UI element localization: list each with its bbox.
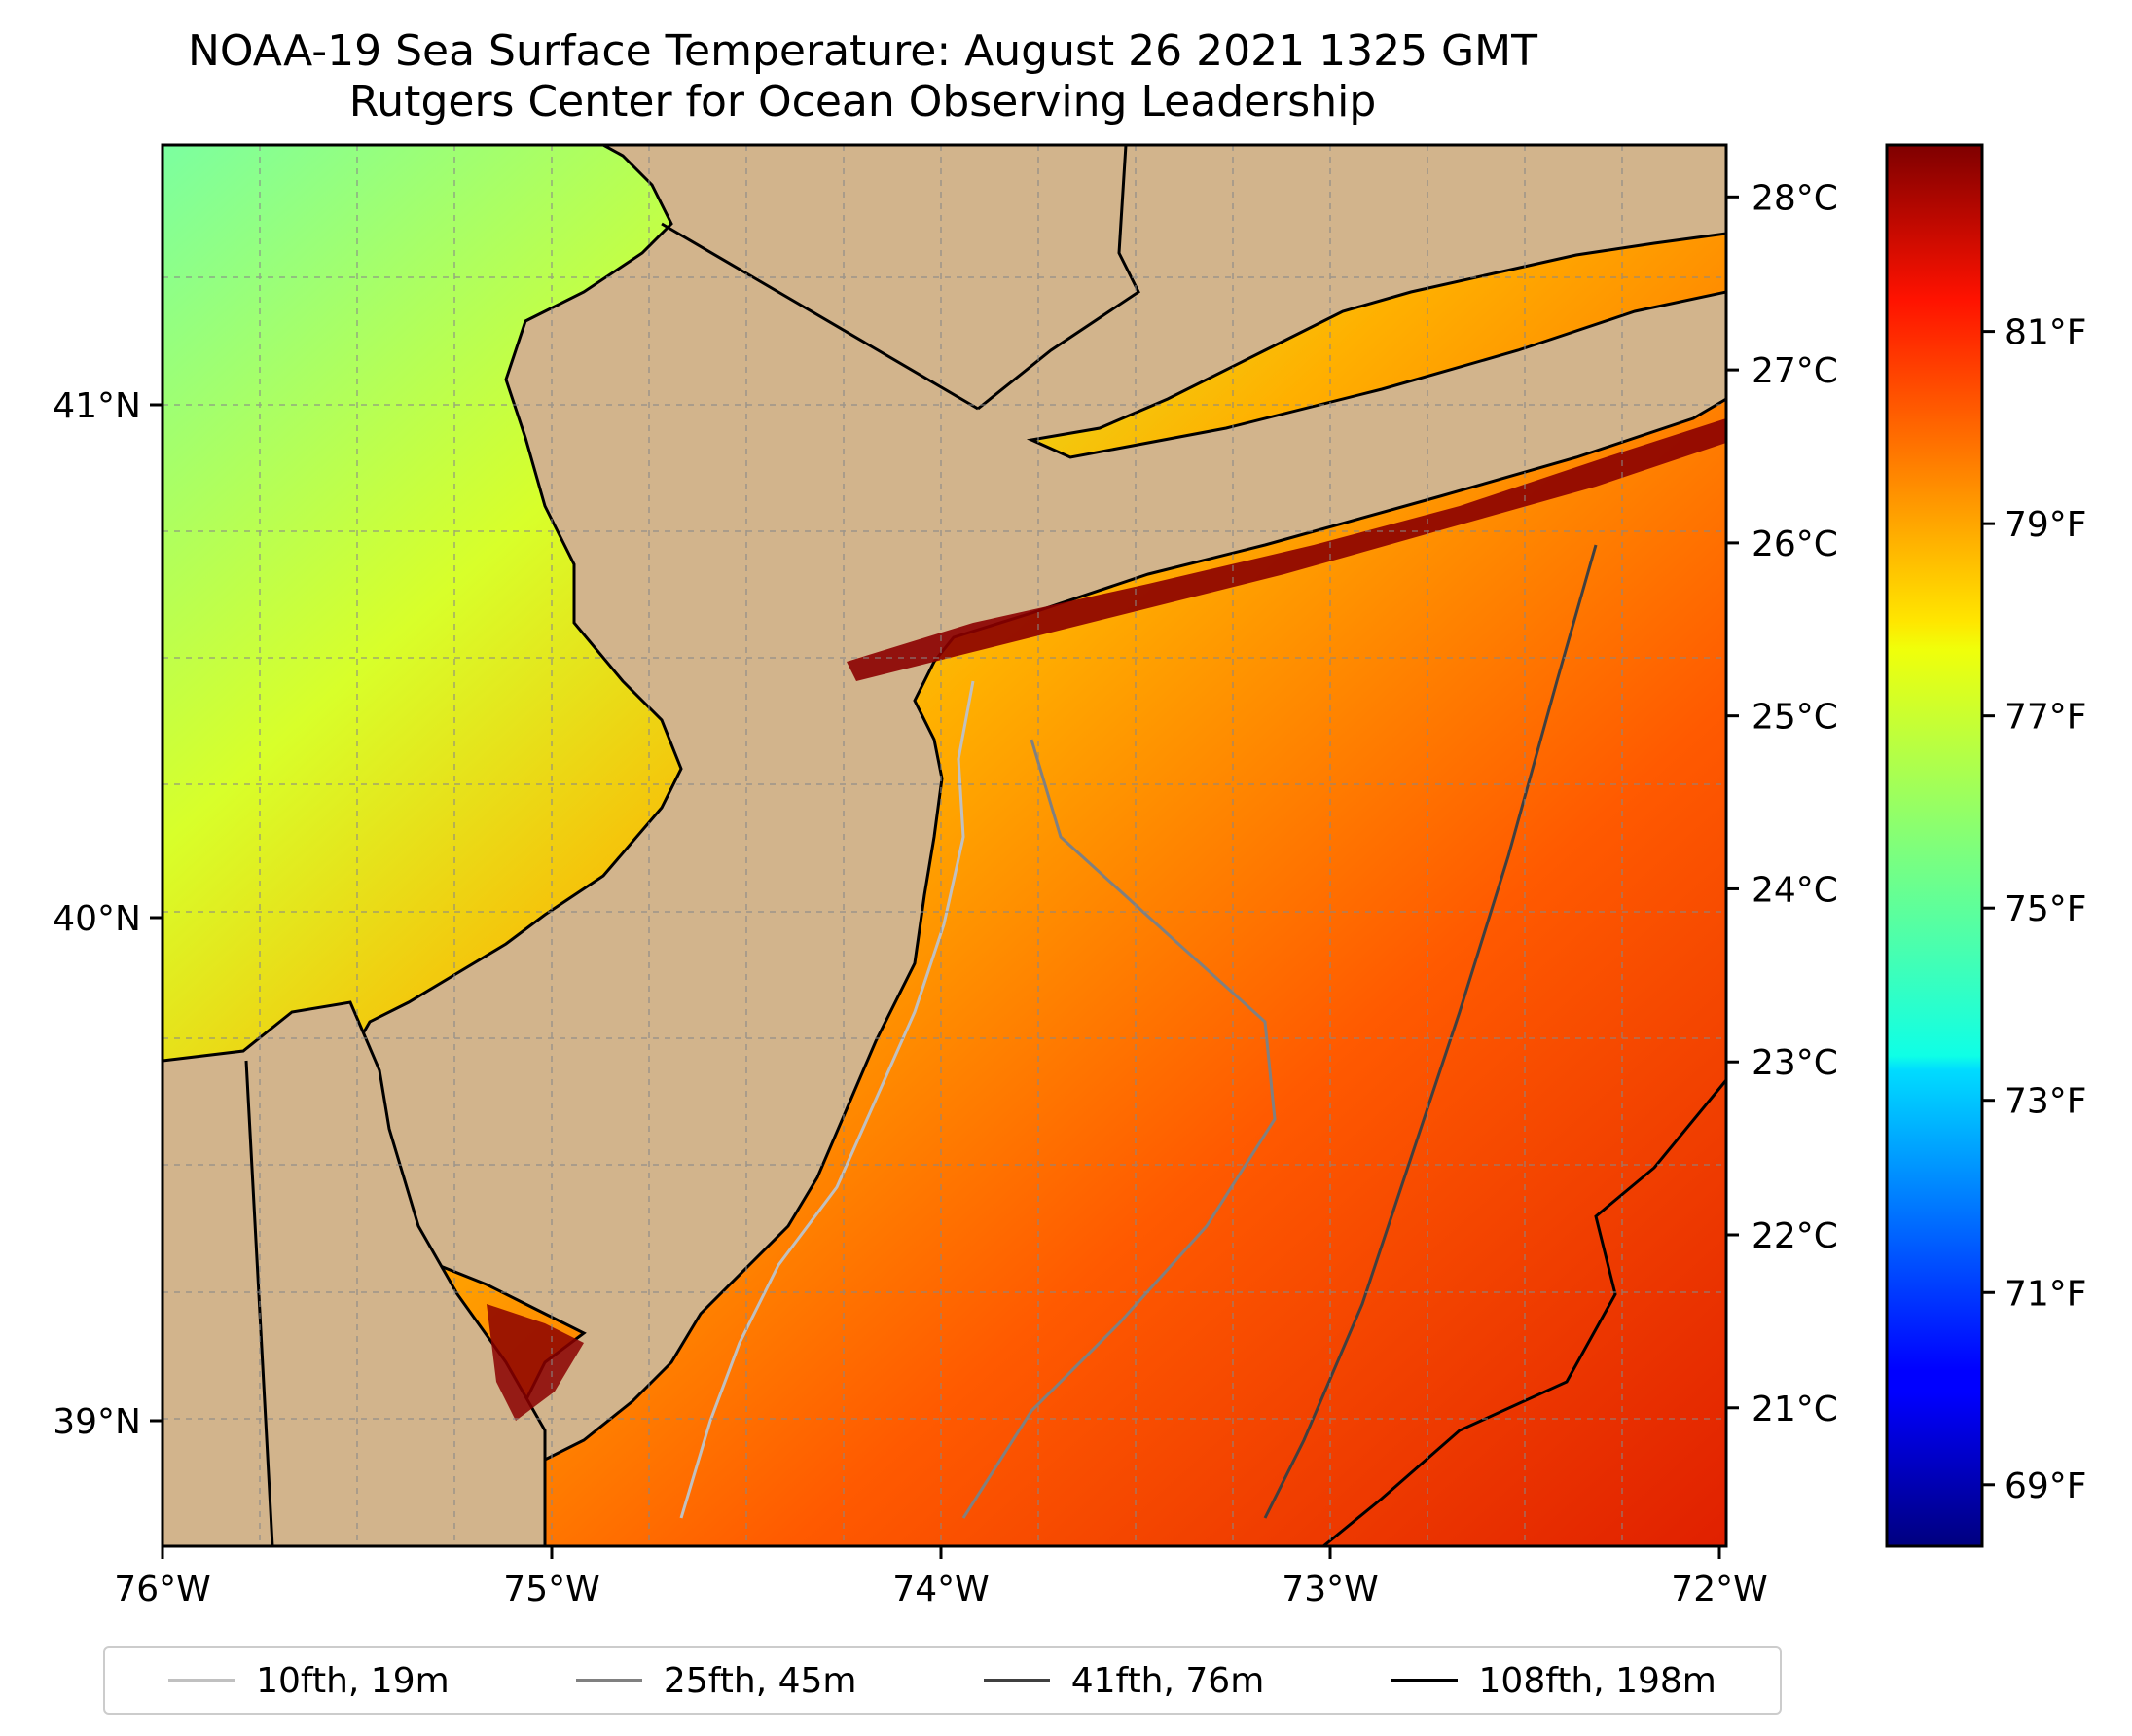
- celsius-tick-label: 27°C: [1752, 351, 1838, 391]
- fahrenheit-tick-label: 81°F: [2005, 313, 2087, 353]
- contour-108fth: [1322, 1079, 1726, 1546]
- gridlines: [163, 145, 1726, 1546]
- legend-item: 108fth, 198m: [1391, 1661, 1716, 1701]
- lon-ticks: [161, 1546, 1721, 1559]
- legend-swatch: [168, 1679, 235, 1682]
- lat-tick-label: 41°N: [53, 386, 141, 426]
- fahrenheit-tick-label: 71°F: [2005, 1274, 2087, 1314]
- lon-tick-label: 73°W: [1282, 1570, 1378, 1609]
- legend-item: 25fth, 45m: [575, 1660, 857, 1701]
- lat-ticks: [150, 403, 163, 1423]
- fahrenheit-tick-label: 79°F: [2005, 505, 2087, 545]
- legend-label: 10fth, 19m: [256, 1660, 450, 1701]
- celsius-tick-label: 28°C: [1752, 178, 1838, 218]
- lon-tick-label: 75°W: [503, 1570, 599, 1609]
- celsius-tick-label: 21°C: [1752, 1390, 1838, 1429]
- legend-label: 25fth, 45m: [663, 1660, 857, 1701]
- fahrenheit-tick-label: 73°F: [2005, 1082, 2087, 1122]
- fahrenheit-tick-label: 77°F: [2005, 698, 2087, 738]
- lat-tick-label: 40°N: [53, 899, 141, 939]
- title-line-2: Rutgers Center for Ocean Observing Leade…: [348, 77, 1377, 127]
- fahrenheit-tick-label: 75°F: [2005, 889, 2087, 929]
- contour-legend: 10fth, 19m 25fth, 45m 41fth, 76m 108fth,…: [103, 1646, 1782, 1715]
- legend-label: 41fth, 76m: [1070, 1660, 1265, 1701]
- celsius-tick-label: 26°C: [1752, 524, 1838, 564]
- colorbar: [1885, 143, 1984, 1548]
- title-line-1: NOAA-19 Sea Surface Temperature: August …: [188, 26, 1537, 76]
- celsius-tick-label: 25°C: [1752, 698, 1838, 738]
- legend-swatch: [575, 1679, 642, 1682]
- celsius-tick-label: 22°C: [1752, 1216, 1838, 1256]
- legend-label: 108fth, 198m: [1478, 1660, 1716, 1701]
- delmarva-land: [163, 1000, 547, 1546]
- legend-swatch: [1391, 1679, 1458, 1682]
- legend-swatch: [983, 1679, 1050, 1682]
- colorbar-celsius-axis: 28°C 27°C 26°C 25°C 24°C 23°C 22°C 21°C: [1726, 178, 1838, 1429]
- warm-patch: [487, 1304, 584, 1421]
- contour-41fth: [1263, 544, 1598, 1519]
- celsius-tick-label: 23°C: [1752, 1043, 1838, 1083]
- legend-item: 10fth, 19m: [168, 1661, 450, 1701]
- celsius-tick-label: 24°C: [1752, 870, 1838, 910]
- warm-band: [847, 418, 1726, 681]
- map-frame: [161, 143, 1728, 1548]
- legend-item: 41fth, 76m: [983, 1660, 1265, 1701]
- contour-10fth: [679, 680, 975, 1519]
- colorbar-fahrenheit-axis: 81°F 79°F 77°F 75°F 73°F 71°F 69°F: [1982, 313, 2087, 1506]
- lat-tick-label: 39°N: [53, 1402, 141, 1442]
- lon-tick-label: 72°W: [1671, 1570, 1767, 1609]
- land: [163, 145, 1726, 1471]
- lon-tick-label: 76°W: [114, 1570, 210, 1609]
- fahrenheit-tick-label: 69°F: [2005, 1466, 2087, 1506]
- map-area: [163, 145, 1726, 1546]
- lon-tick-label: 74°W: [892, 1570, 989, 1609]
- contour-25fth: [961, 739, 1277, 1519]
